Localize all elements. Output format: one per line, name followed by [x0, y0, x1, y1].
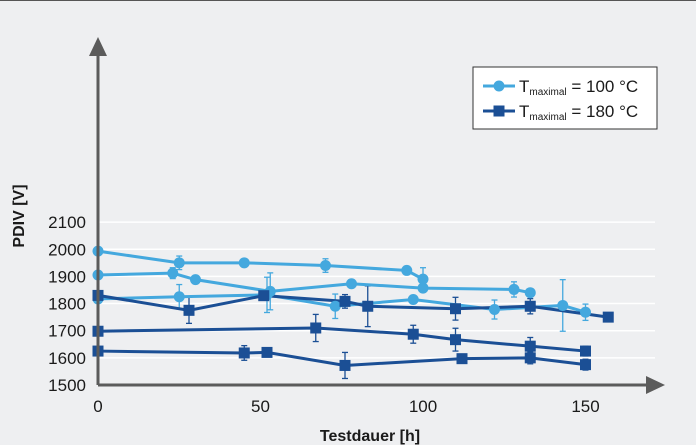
point-s1-p6: [508, 283, 520, 295]
point-s5-p1: [238, 347, 250, 359]
point-s2-p6: [557, 299, 569, 311]
legend-marker-0: [493, 80, 505, 92]
y-tick-1700: 1700: [48, 322, 86, 341]
point-s2-p1: [173, 291, 185, 303]
point-s2-p5: [489, 304, 500, 316]
y-tick-1600: 1600: [48, 349, 86, 368]
point-s1-p4: [346, 278, 357, 290]
point-s0-p2: [238, 257, 250, 269]
x-axis-arrow: [646, 376, 665, 394]
point-s4-p4: [524, 340, 536, 352]
point-s5-p3: [339, 359, 351, 371]
x-tick-50: 50: [251, 397, 270, 416]
legend-label-sub-0: maximal: [529, 87, 566, 98]
point-s5-p6: [580, 359, 591, 371]
point-s1-p7: [524, 287, 536, 299]
x-tick-100: 100: [409, 397, 437, 416]
series-line-2: [97, 293, 586, 314]
y-axis-arrow: [89, 37, 107, 56]
point-s5-p2: [261, 346, 273, 358]
point-s2-p7: [580, 306, 591, 318]
legend-label-prefix-0: T: [519, 77, 529, 96]
y-tick-1900: 1900: [48, 267, 86, 286]
point-s4-p3: [450, 334, 461, 346]
point-s5-p5: [524, 352, 536, 364]
series-line-4: [97, 326, 586, 353]
legend-label-sub-1: maximal: [529, 112, 566, 123]
legend-label-value-0: = 100 °C: [567, 77, 639, 96]
x-axis-title: Testdauer [h]: [320, 428, 420, 445]
series-line-3: [97, 293, 609, 319]
legend-label-prefix-1: T: [519, 102, 529, 121]
point-s1-p1: [167, 267, 179, 279]
point-s3-p3: [339, 295, 351, 307]
point-s2-p3: [329, 300, 341, 312]
point-s0-p5: [417, 273, 429, 285]
point-s1-p2: [190, 274, 201, 286]
x-tick-150: 150: [571, 397, 599, 416]
point-s3-p1: [183, 304, 195, 316]
y-axis-title: PDIV [V]: [11, 184, 28, 247]
legend-label-value-1: = 180 °C: [567, 102, 639, 121]
y-tick-2000: 2000: [48, 240, 86, 259]
point-s0-p1: [173, 257, 185, 269]
legend-box: [472, 66, 658, 130]
axes: [89, 37, 665, 394]
legend-marker-1: [493, 105, 505, 117]
y-tick-1500: 1500: [48, 376, 86, 395]
point-s1-p5: [417, 282, 429, 294]
point-s2-p4: [407, 293, 419, 305]
x-tick-0: 0: [93, 397, 102, 416]
tick-labels: 1500 1600 1700 1800 1900 2000 2100 0 50 100 150: [48, 213, 600, 416]
point-s0-p4: [401, 264, 413, 276]
point-s4-p2: [407, 328, 419, 340]
point-s3-p2: [258, 290, 270, 302]
point-s3-p6: [524, 300, 536, 312]
legend-label-1: Tmaximal = 180 °C: [519, 102, 638, 123]
point-s5-p4: [456, 353, 468, 365]
y-tick-1800: 1800: [48, 295, 86, 314]
point-s0-p3: [320, 260, 331, 272]
point-s3-p5: [450, 303, 461, 315]
legend-label-0: Tmaximal = 100 °C: [519, 77, 638, 98]
point-s4-p1: [310, 322, 322, 334]
y-tick-2100: 2100: [48, 213, 86, 232]
point-s3-p4: [362, 300, 374, 312]
point-s4-p5: [580, 345, 591, 357]
point-s3-p7: [602, 311, 614, 323]
